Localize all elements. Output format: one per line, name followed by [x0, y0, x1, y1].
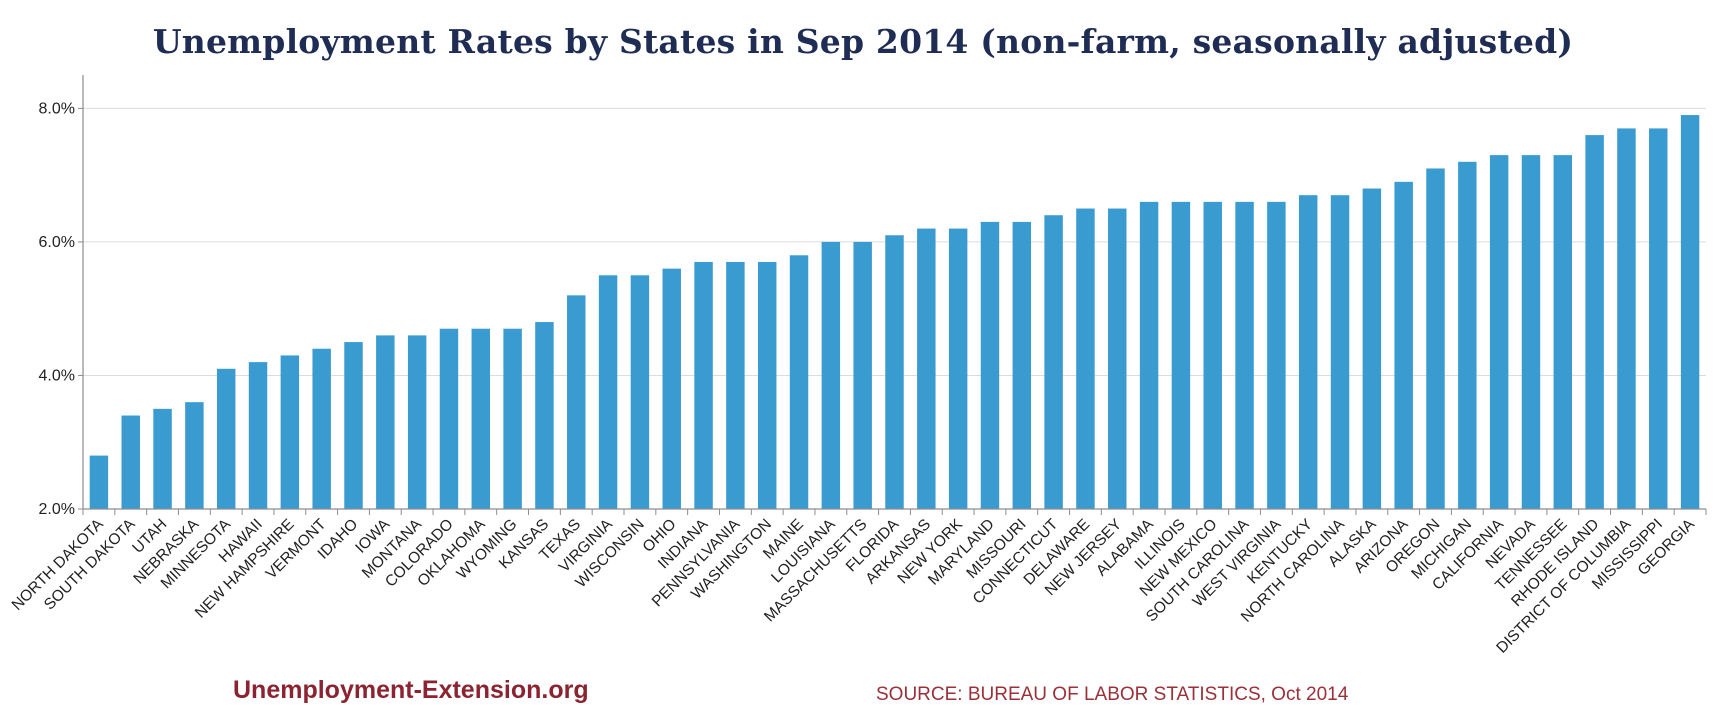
- bar: [1171, 201, 1191, 509]
- bar: [1680, 115, 1700, 510]
- bar: [1553, 155, 1573, 509]
- bar: [89, 455, 109, 509]
- bar: [312, 348, 331, 509]
- chart-title: Unemployment Rates by States in Sep 2014…: [152, 22, 1574, 61]
- bar: [567, 295, 586, 509]
- bar: [121, 415, 140, 509]
- bar: [662, 268, 681, 509]
- bar: [1649, 128, 1668, 509]
- bar: [630, 275, 650, 509]
- bar: [885, 235, 904, 509]
- bar: [1585, 135, 1604, 510]
- bar: [471, 328, 491, 509]
- bar: [503, 328, 522, 509]
- bar: [376, 335, 395, 509]
- bar: [1139, 201, 1159, 509]
- bar: [1362, 188, 1382, 509]
- bar: [1489, 155, 1509, 509]
- bar: [789, 255, 809, 509]
- bar: [439, 328, 459, 509]
- bar: [757, 261, 777, 509]
- bar: [1617, 128, 1636, 509]
- bar: [407, 335, 427, 509]
- brand-watermark: Unemployment-Extension.org: [233, 676, 589, 704]
- bar: [821, 241, 841, 509]
- bar: [280, 355, 300, 509]
- y-tick-label: 6.0%: [39, 234, 75, 251]
- bar: [694, 261, 713, 509]
- bar: [185, 402, 204, 509]
- bar: [853, 241, 872, 509]
- bar: [1426, 168, 1445, 509]
- bar: [1012, 221, 1032, 509]
- source-note: SOURCE: BUREAU OF LABOR STATISTICS, Oct …: [876, 684, 1349, 705]
- bar: [980, 221, 1000, 509]
- bar: [598, 275, 618, 509]
- bar: [1108, 208, 1127, 510]
- bar: [153, 408, 172, 509]
- bars: [89, 115, 1700, 510]
- y-tick-label: 4.0%: [39, 367, 75, 384]
- bar: [1521, 155, 1541, 509]
- bar: [1076, 208, 1095, 510]
- bar: [1044, 215, 1063, 509]
- bar: [216, 368, 236, 509]
- bar: [917, 228, 936, 510]
- bar: [535, 322, 554, 509]
- bar: [1235, 201, 1254, 509]
- axes: [78, 75, 1707, 515]
- bar: [726, 261, 745, 509]
- bar: [1267, 201, 1286, 509]
- bar: [948, 228, 968, 510]
- bar: [1394, 181, 1413, 510]
- y-tick-label: 2.0%: [39, 501, 75, 518]
- bar: [1330, 195, 1350, 509]
- bar: [248, 362, 268, 509]
- y-tick-label: 8.0%: [39, 100, 75, 117]
- bar: [1203, 201, 1222, 509]
- bar: [1458, 161, 1477, 510]
- bar: [1298, 195, 1318, 509]
- y-tick-labels: 2.0% 4.0% 6.0% 8.0%: [39, 100, 75, 518]
- bar: [344, 342, 363, 509]
